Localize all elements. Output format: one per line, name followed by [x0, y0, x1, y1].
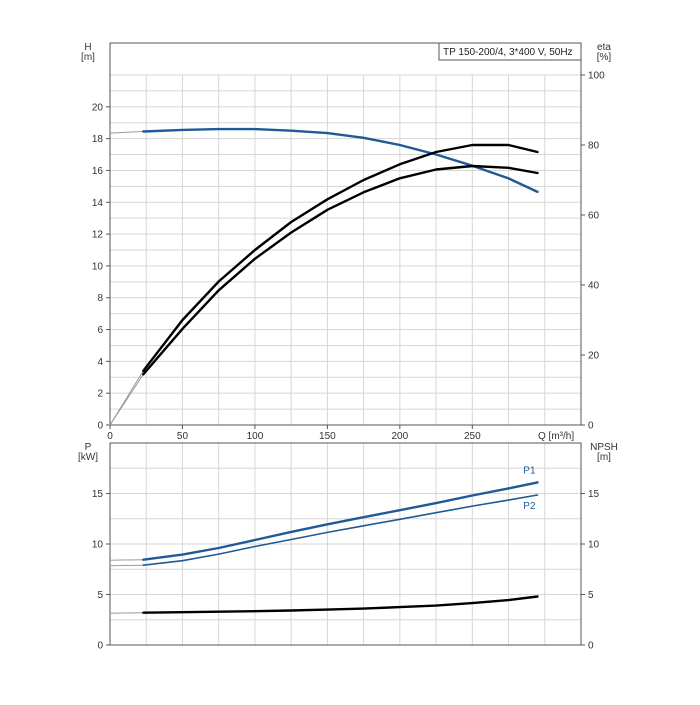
chart-2-ylabel-right-line-2: [m]	[597, 452, 611, 463]
chart-2-ytick-label-right-0: 0	[588, 641, 594, 652]
chart-1-title: TP 150-200/4, 3*400 V, 50Hz	[443, 47, 573, 58]
chart-2-ytick-label-left-0: 0	[97, 641, 103, 652]
chart-2-series-label-p2: P2	[523, 501, 536, 512]
chart-2-series-1-line	[142, 481, 539, 561]
chart-1-xtick-label-150: 150	[319, 431, 336, 442]
chart-2-ytick-label-left-5: 5	[97, 590, 103, 601]
chart-1-ytick-label-right-60: 60	[588, 211, 600, 222]
chart-1-ytick-label-left-12: 12	[92, 230, 104, 241]
chart-2-ytick-label-left-15: 15	[92, 489, 104, 500]
chart-1-ytick-label-left-18: 18	[92, 134, 104, 145]
chart-2-ytick-label-right-15: 15	[588, 489, 600, 500]
chart-1-ytick-label-right-0: 0	[588, 421, 594, 432]
chart-2-series-3-extension	[109, 612, 144, 614]
chart-1-series-2-line	[142, 164, 539, 376]
chart-2-ylabel-left-line-1: P	[85, 442, 92, 453]
chart-1-series-1-extension	[109, 131, 144, 134]
chart-2-series-1-extension	[109, 559, 144, 561]
chart-1-xtick-label-250: 250	[464, 431, 481, 442]
chart-1-ylabel-right-line-1: eta	[597, 42, 611, 53]
chart-1-xtick-label-200: 200	[392, 431, 409, 442]
chart-1-title-box	[438, 42, 582, 61]
chart-2-series-label-p1: P1	[523, 465, 536, 476]
chart-1-xlabel: Q [m³/h]	[538, 431, 574, 442]
chart-2-ylabel-left-line-2: [kW]	[78, 452, 98, 463]
chart-2-series-2-line	[142, 494, 539, 567]
chart-1-ytick-label-left-16: 16	[92, 166, 104, 177]
chart-2-ylabel-right-line-1: NPSH	[590, 442, 618, 453]
chart-1-ytick-label-right-100: 100	[588, 71, 605, 82]
chart-1-series-1-line	[142, 127, 539, 194]
chart-2-ytick-label-right-10: 10	[588, 540, 600, 551]
chart-1-ytick-label-right-20: 20	[588, 351, 600, 362]
chart-1-ylabel-left-line-1: H	[84, 42, 91, 53]
chart-2-series-2-extension	[109, 564, 144, 567]
chart-1-series-3-line	[142, 143, 539, 372]
chart-2-ytick-label-left-10: 10	[92, 540, 104, 551]
chart-1-ytick-label-left-4: 4	[97, 357, 103, 368]
chart-1-ytick-label-left-8: 8	[97, 293, 103, 304]
chart-1-ytick-label-left-6: 6	[97, 325, 103, 336]
chart-1-ylabel-left-line-2: [m]	[81, 52, 95, 63]
chart-2-ytick-label-right-5: 5	[588, 590, 594, 601]
chart-1-ytick-label-left-10: 10	[92, 261, 104, 272]
chart-1-ytick-label-left-0: 0	[97, 421, 103, 432]
chart-1-xtick-label-100: 100	[247, 431, 264, 442]
chart-1-series-3-extension	[109, 370, 144, 426]
chart-1-ytick-label-right-40: 40	[588, 281, 600, 292]
chart-1-xtick-label-50: 50	[177, 431, 189, 442]
chart-2-series-3-line	[142, 595, 539, 614]
chart-1-xtick-label-0: 0	[107, 431, 113, 442]
chart-1-ytick-label-left-14: 14	[92, 198, 104, 209]
chart-1-ytick-label-left-2: 2	[97, 389, 103, 400]
chart-1-ytick-label-left-20: 20	[92, 102, 104, 113]
chart-1-ytick-label-right-80: 80	[588, 141, 600, 152]
chart-1-ylabel-right-line-2: [%]	[597, 52, 612, 63]
